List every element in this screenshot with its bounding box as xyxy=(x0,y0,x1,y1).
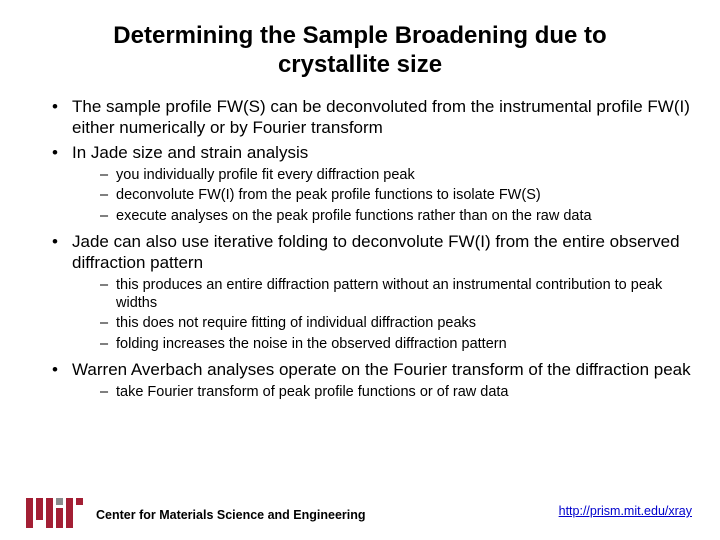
sub-bullet-item: this does not require fitting of individ… xyxy=(100,314,692,332)
mit-logo-icon xyxy=(26,498,84,528)
bullet-text: Warren Averbach analyses operate on the … xyxy=(72,360,691,379)
sub-bullet-text: this does not require fitting of individ… xyxy=(116,315,476,331)
sub-bullet-item: you individually profile fit every diffr… xyxy=(100,166,692,184)
bullet-item: Warren Averbach analyses operate on the … xyxy=(52,359,692,401)
sub-bullet-item: deconvolute FW(I) from the peak profile … xyxy=(100,186,692,204)
footer-link[interactable]: http://prism.mit.edu/xray xyxy=(559,504,692,518)
sub-bullet-text: execute analyses on the peak profile fun… xyxy=(116,208,592,224)
bullet-item: In Jade size and strain analysis you ind… xyxy=(52,142,692,225)
sub-bullet-text: this produces an entire diffraction patt… xyxy=(116,277,662,311)
bullet-item: Jade can also use iterative folding to d… xyxy=(52,231,692,353)
sub-bullet-list: you individually profile fit every diffr… xyxy=(72,166,692,224)
footer-center-text: Center for Materials Science and Enginee… xyxy=(96,508,366,522)
sub-bullet-item: take Fourier transform of peak profile f… xyxy=(100,383,692,401)
sub-bullet-text: deconvolute FW(I) from the peak profile … xyxy=(116,187,541,203)
sub-bullet-item: execute analyses on the peak profile fun… xyxy=(100,207,692,225)
bullet-text: In Jade size and strain analysis xyxy=(72,143,308,162)
sub-bullet-item: folding increases the noise in the obser… xyxy=(100,335,692,353)
bullet-list: The sample profile FW(S) can be deconvol… xyxy=(28,96,692,402)
sub-bullet-list: this produces an entire diffraction patt… xyxy=(72,276,692,353)
slide: Determining the Sample Broadening due to… xyxy=(0,0,720,540)
sub-bullet-text: take Fourier transform of peak profile f… xyxy=(116,384,509,400)
bullet-text: Jade can also use iterative folding to d… xyxy=(72,232,680,272)
sub-bullet-list: take Fourier transform of peak profile f… xyxy=(72,383,692,401)
sub-bullet-item: this produces an entire diffraction patt… xyxy=(100,276,692,312)
sub-bullet-text: folding increases the noise in the obser… xyxy=(116,336,507,352)
sub-bullet-text: you individually profile fit every diffr… xyxy=(116,167,415,183)
footer: Center for Materials Science and Enginee… xyxy=(0,488,720,528)
bullet-item: The sample profile FW(S) can be deconvol… xyxy=(52,96,692,139)
bullet-text: The sample profile FW(S) can be deconvol… xyxy=(72,97,690,137)
slide-title: Determining the Sample Broadening due to… xyxy=(68,22,652,80)
footer-link-anchor[interactable]: http://prism.mit.edu/xray xyxy=(559,504,692,518)
